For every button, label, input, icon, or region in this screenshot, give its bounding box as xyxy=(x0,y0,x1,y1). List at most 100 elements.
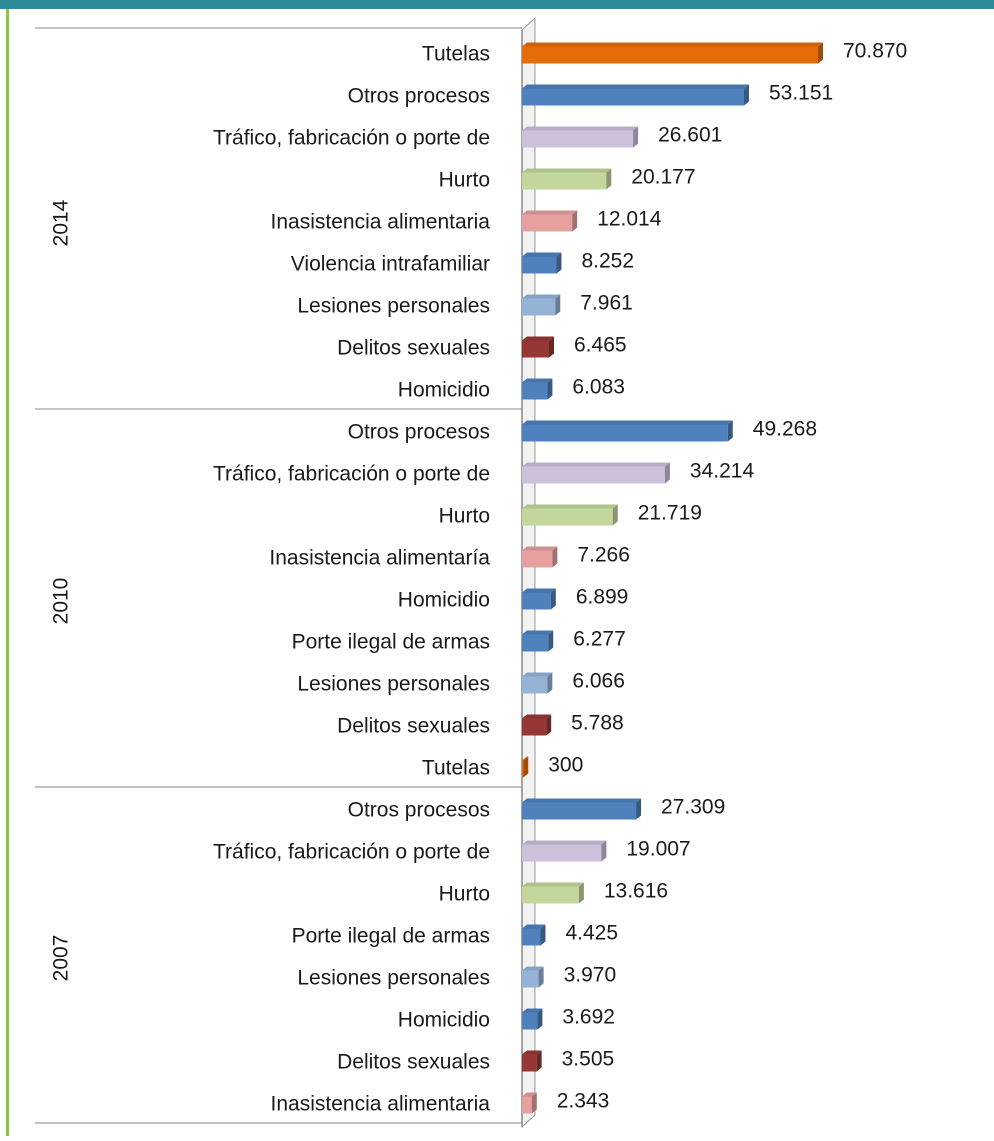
value-label: 26.601 xyxy=(658,124,722,147)
category-label: Lesiones personales xyxy=(297,295,490,318)
top-band xyxy=(0,0,994,9)
bar-top xyxy=(522,840,607,845)
value-label: 7.266 xyxy=(577,544,630,567)
bar-side xyxy=(552,546,558,568)
value-label: 6.066 xyxy=(572,670,625,693)
bar-top xyxy=(522,84,749,89)
category-label: Otros procesos xyxy=(348,85,490,108)
bar xyxy=(522,718,547,736)
bar-top xyxy=(522,672,553,677)
bar-top xyxy=(522,1050,542,1055)
bar xyxy=(522,214,573,232)
bar-top xyxy=(522,126,639,131)
bar xyxy=(522,1054,537,1072)
bar xyxy=(522,634,549,652)
value-label: 49.268 xyxy=(753,418,817,441)
bar-top xyxy=(522,756,529,761)
value-label: 12.014 xyxy=(597,208,662,231)
bar-top xyxy=(522,168,612,173)
bar-side xyxy=(633,126,639,148)
value-label: 5.788 xyxy=(571,712,624,735)
bar-side xyxy=(546,714,552,736)
bar-side xyxy=(727,420,733,442)
group-label: 2014 xyxy=(50,199,73,246)
bar-side xyxy=(664,462,670,484)
bar-top xyxy=(522,420,733,425)
category-label: Tutelas xyxy=(422,43,490,66)
category-label: Lesiones personales xyxy=(297,967,490,990)
category-label: Porte ilegal de armas xyxy=(292,925,490,948)
bar-side xyxy=(531,1092,537,1114)
bar-top xyxy=(522,1092,537,1097)
bar-top xyxy=(522,714,552,719)
bar-side xyxy=(612,504,618,526)
value-label: 6.465 xyxy=(574,334,627,357)
category-label: Tráfico, fabricación o porte de xyxy=(213,127,490,150)
category-label: Otros procesos xyxy=(348,421,490,444)
bar xyxy=(522,886,579,904)
bar xyxy=(522,256,557,274)
bar xyxy=(522,88,744,106)
bar xyxy=(522,1012,538,1030)
bar-side xyxy=(572,210,578,232)
bar-side xyxy=(547,378,553,400)
value-label: 13.616 xyxy=(604,880,668,903)
category-label: Homicidio xyxy=(398,379,490,402)
group-label: 2007 xyxy=(50,935,73,982)
bar xyxy=(522,802,637,820)
bar xyxy=(522,466,665,484)
bar xyxy=(522,676,548,694)
bar-top xyxy=(522,294,561,299)
category-label: Hurto xyxy=(439,505,490,528)
value-label: 7.961 xyxy=(580,292,633,315)
bar xyxy=(522,130,634,148)
value-label: 6.083 xyxy=(572,376,625,399)
bar xyxy=(522,382,548,400)
bar xyxy=(522,970,539,988)
value-label: 27.309 xyxy=(661,796,725,819)
bar xyxy=(522,424,728,442)
value-label: 21.719 xyxy=(638,502,702,525)
bar-top xyxy=(522,882,584,887)
bar-top xyxy=(522,378,553,383)
bar-top xyxy=(522,42,823,47)
bar-side xyxy=(555,294,561,316)
value-label: 34.214 xyxy=(690,460,755,483)
category-label: Tutelas xyxy=(422,757,490,780)
bar-side xyxy=(548,630,554,652)
bar-side xyxy=(743,84,749,106)
bar xyxy=(522,844,602,862)
bar-top xyxy=(522,504,618,509)
bar-side xyxy=(538,966,544,988)
value-label: 8.252 xyxy=(581,250,634,273)
category-label: Inasistencia alimentaría xyxy=(269,547,490,570)
bar-side xyxy=(556,252,562,274)
category-label: Violencia intrafamiliar xyxy=(291,253,490,276)
category-label: Delitos sexuales xyxy=(337,715,490,738)
bar-side xyxy=(536,1050,542,1072)
category-label: Inasistencia alimentaria xyxy=(271,1093,491,1116)
bar xyxy=(522,928,541,946)
category-label: Lesiones personales xyxy=(297,673,490,696)
group-label: 2010 xyxy=(50,578,73,625)
bar-top xyxy=(522,210,578,215)
bar xyxy=(522,46,818,64)
value-label: 3.970 xyxy=(564,964,617,987)
value-label: 70.870 xyxy=(843,40,907,63)
bar-side xyxy=(601,840,607,862)
bar-top xyxy=(522,966,544,971)
bar-side xyxy=(818,42,823,64)
category-label: Homicidio xyxy=(398,589,490,612)
bar-top xyxy=(522,252,562,257)
bar xyxy=(522,172,607,190)
category-label: Otros procesos xyxy=(348,799,490,822)
bar-side xyxy=(578,882,584,904)
value-label: 53.151 xyxy=(769,82,833,105)
bar-side xyxy=(537,1008,543,1030)
value-label: 300 xyxy=(548,754,583,777)
category-label: Hurto xyxy=(439,883,490,906)
left-border xyxy=(6,9,9,1136)
bar-top xyxy=(522,546,558,551)
